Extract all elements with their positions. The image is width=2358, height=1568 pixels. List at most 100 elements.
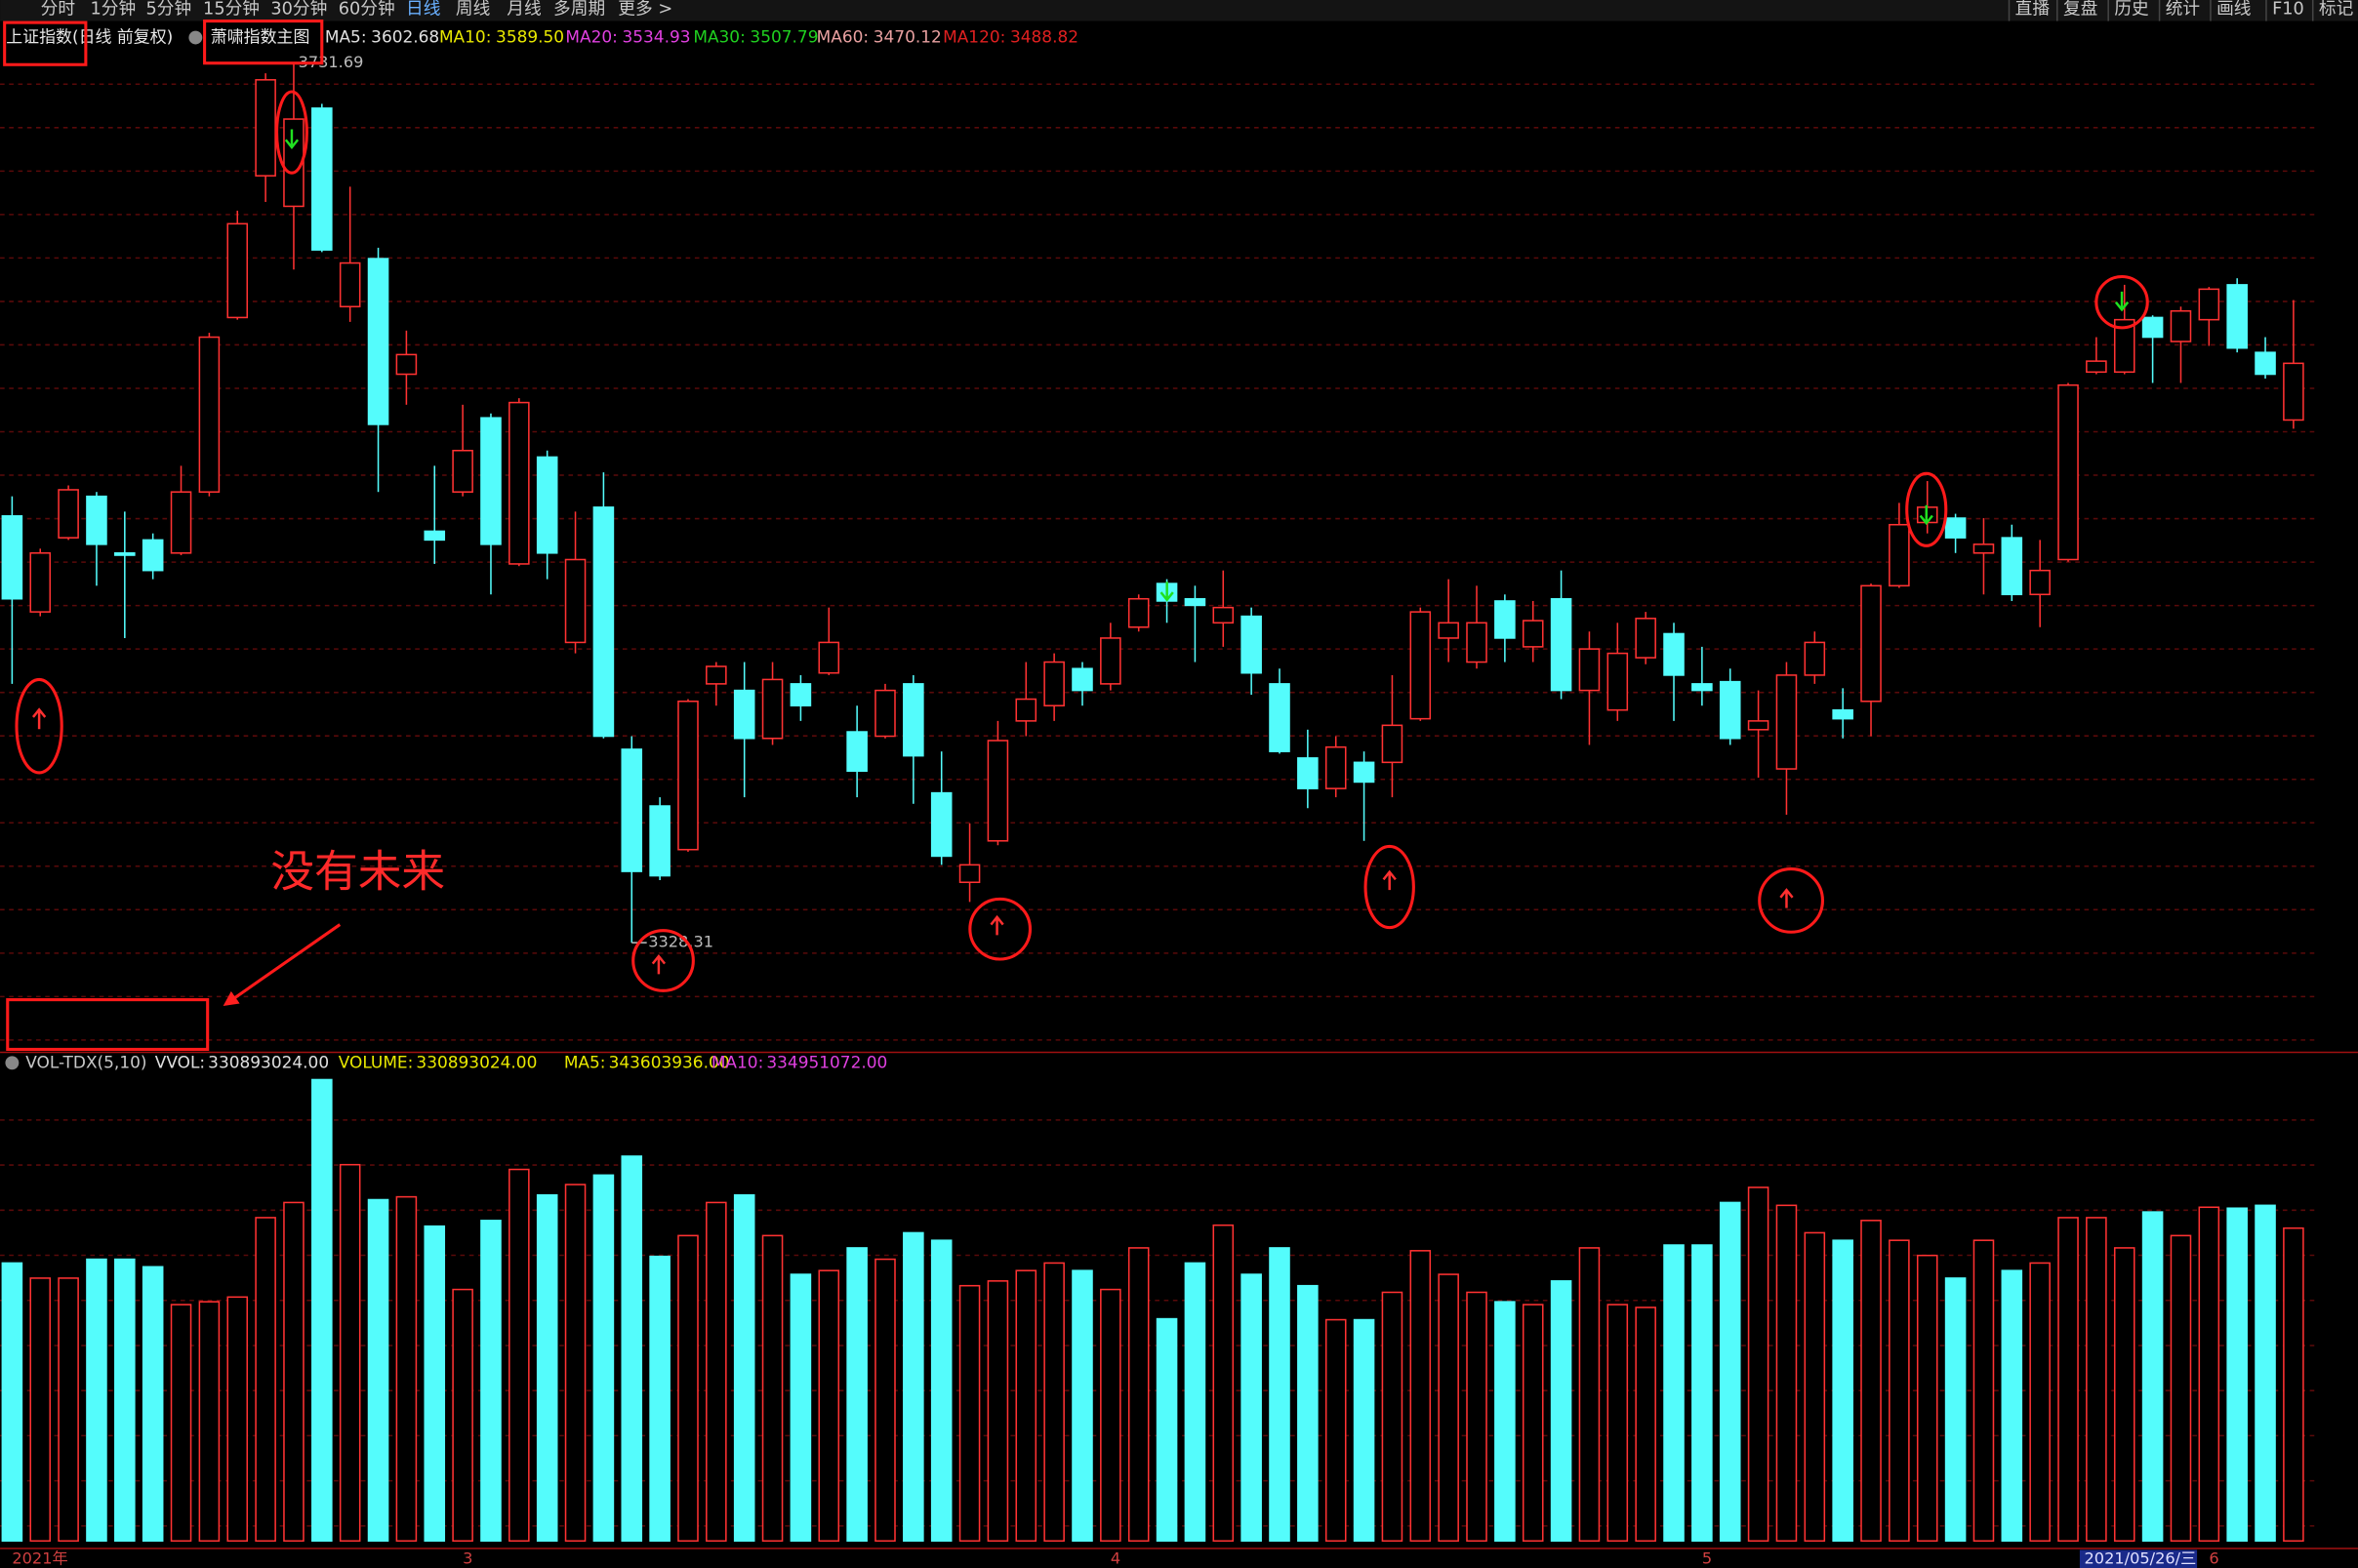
toolbar-tab: 30分钟: [270, 0, 327, 19]
cursor-label-bg: [2079, 1549, 2198, 1568]
candle-body: [2141, 316, 2164, 339]
volume-bar: [2141, 1211, 2164, 1543]
candle-body: [1381, 724, 1403, 764]
candle-body: [1635, 618, 1656, 659]
volume-bar: [2283, 1226, 2304, 1543]
volume-bar: [1184, 1262, 1206, 1543]
volume-bar: [29, 1277, 52, 1543]
volume-bar: [564, 1184, 587, 1543]
annotation-box: [203, 20, 324, 65]
volume-bar: [1832, 1239, 1853, 1543]
marks: 2021年 3 4 5 6 3731.69 3328.31: [1, 53, 2304, 1567]
volume-readout-name: MA10:: [711, 1052, 763, 1071]
volume-bar: [1550, 1280, 1572, 1543]
volume-bar: [1297, 1284, 1319, 1543]
volume-bar: [2198, 1206, 2220, 1543]
volume-bar: [198, 1301, 221, 1543]
candle-body: [2255, 351, 2276, 376]
buy-arrow: [1382, 869, 1397, 891]
candle-body: [1691, 683, 1713, 692]
annotation-circle: [1905, 471, 1948, 547]
toolbar-tab: 更多 >: [618, 0, 672, 19]
annotation-text: 没有未来: [270, 847, 445, 898]
toolbar-button: 历史: [2114, 0, 2149, 19]
annotation-box: [3, 20, 88, 66]
candle-body: [592, 506, 615, 738]
header: 分时 1分钟 5分钟 15分钟 30分钟 60分钟 日线 周线 月线 多周期 更多 > 直播 复盘 历史统…: [6, 0, 2354, 1071]
annotation-box: [6, 998, 210, 1051]
candle-body: [1, 515, 23, 600]
candle-body: [2086, 360, 2107, 374]
volume-readout-name: VOLUME:: [339, 1052, 414, 1071]
volume-bar: [1972, 1239, 1995, 1543]
candle-body: [480, 417, 502, 545]
volume-bar: [903, 1231, 924, 1543]
ma-value: 3507.79: [750, 27, 818, 47]
candle-body: [1240, 615, 1262, 674]
ma-readout: MA5: 3602.68: [325, 27, 439, 47]
volume-bar: [1635, 1307, 1656, 1543]
x-tick-label: 3: [463, 1548, 472, 1567]
volume-bar: [930, 1239, 953, 1543]
annotation-circle: [968, 897, 1033, 961]
volume-bar: [1804, 1231, 1826, 1543]
volume-readout-value: 343603936.00: [609, 1052, 730, 1071]
candle-body: [198, 336, 221, 493]
candle-body: [2001, 537, 2023, 596]
sell-arrow: [284, 129, 300, 149]
candle-body: [958, 864, 981, 884]
volume-bar: [649, 1255, 671, 1543]
candle-body: [1409, 611, 1432, 720]
candle-body: [1775, 674, 1798, 770]
volume-readout: MA10: 334951072.00: [711, 1052, 887, 1071]
volume-bar: [1860, 1220, 1882, 1543]
candle-body: [508, 401, 530, 565]
ma-name: MA20:: [565, 27, 617, 47]
volume-bar: [1578, 1247, 1601, 1543]
volume-bar: [592, 1174, 615, 1543]
toolbar-tab: 5分钟: [146, 0, 192, 19]
sell-arrow: [1919, 504, 1933, 526]
candle-body: [424, 530, 446, 542]
volume-bar: [958, 1284, 981, 1543]
ma-value: 3602.68: [371, 27, 439, 47]
volume-bar: [1353, 1318, 1375, 1543]
candle-body: [1719, 680, 1741, 740]
candle-body: [761, 678, 784, 740]
candle-body: [1072, 667, 1093, 692]
candle-body: [1100, 637, 1121, 685]
sell-arrow: [1159, 582, 1174, 602]
volume-bar: [1409, 1250, 1432, 1543]
toolbar-button: 画线: [2216, 0, 2252, 19]
candle-body: [677, 700, 699, 851]
volume-bar: [1889, 1239, 1910, 1543]
volume-bar: [1269, 1247, 1290, 1543]
candle-body: [2113, 318, 2135, 374]
volume-bar: [1324, 1318, 1347, 1543]
candle-body: [1606, 652, 1629, 711]
volume-bar: [58, 1277, 79, 1543]
symbol-name: 上证指数(日线 前复权): [6, 27, 173, 47]
candle-body: [1832, 708, 1853, 720]
volume-bar: [2226, 1207, 2248, 1543]
candle-body: [1578, 648, 1601, 692]
volume-bar: [1944, 1277, 1967, 1543]
volume-bar: [2001, 1269, 2023, 1543]
candle-body: [733, 689, 755, 740]
volume-bar: [339, 1163, 361, 1543]
candle-body: [930, 791, 953, 858]
volume-bar: [367, 1198, 389, 1543]
candle-body: [1889, 523, 1910, 587]
candle-body: [86, 495, 107, 545]
volume-bar: [790, 1273, 812, 1543]
toolbar-button: F10: [2272, 0, 2304, 19]
ma-value: 3470.12: [874, 27, 942, 47]
volume-bar: [987, 1280, 1009, 1543]
candle-body: [1860, 584, 1882, 703]
volume-bar: [1438, 1273, 1459, 1543]
candle-body: [255, 79, 276, 177]
candle-body: [1550, 597, 1572, 692]
candle-body: [2283, 362, 2304, 422]
volume-bar: [424, 1225, 446, 1543]
volume-indicator: VOL-TDX(5,10): [25, 1052, 146, 1071]
